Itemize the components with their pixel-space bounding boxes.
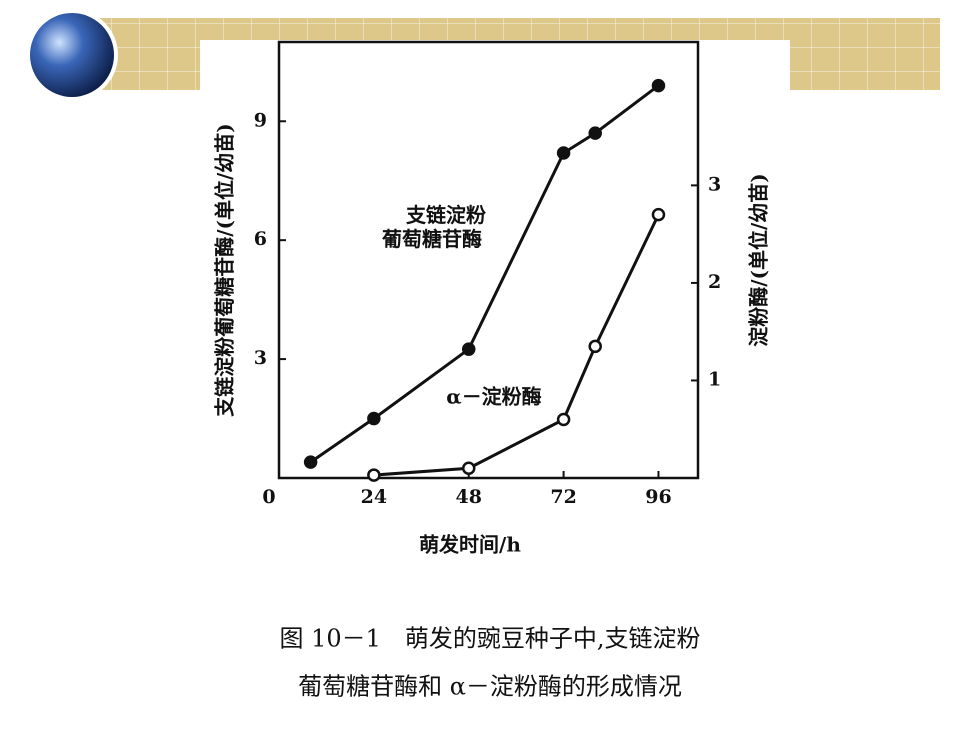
data-point <box>303 455 318 469</box>
x-tick-label: 72 <box>550 486 576 508</box>
data-point <box>367 411 381 426</box>
series-label: α－淀粉酶 <box>446 385 541 409</box>
caption-line: 葡萄糖苷酶和 α－淀粉酶的形成情况 <box>298 673 682 701</box>
data-point <box>651 78 666 93</box>
data-point <box>556 412 571 427</box>
x-tick-label: 48 <box>456 486 482 508</box>
y2-tick-label: 2 <box>708 271 721 293</box>
globe <box>30 13 114 97</box>
data-point <box>588 339 602 354</box>
chart-bg <box>200 40 790 560</box>
y2-axis-label: 淀粉酶/(单位/幼苗) <box>747 173 771 347</box>
data-point <box>651 207 666 222</box>
data-point <box>367 468 381 482</box>
x-tick-label: 96 <box>645 486 671 508</box>
data-point <box>588 126 602 140</box>
x-tick-label: 24 <box>361 486 387 508</box>
y2-tick-label: 3 <box>708 173 721 195</box>
data-point <box>556 146 571 160</box>
y-axis-label: 支链淀粉葡萄糖苷酶/(单位/幼苗) <box>213 123 237 417</box>
y2-tick-label: 1 <box>708 368 721 390</box>
y-tick-label: 9 <box>254 109 267 131</box>
x-tick-label: 0 <box>262 486 275 508</box>
x-axis-label: 萌发时间/h <box>419 533 521 557</box>
plot-frame <box>277 40 700 480</box>
y-tick-label: 3 <box>254 347 267 369</box>
caption-line: 图 10－1 萌发的豌豆种子中,支链淀粉 <box>279 625 700 653</box>
series-label: 支链淀粉葡萄糖苷酶 <box>381 203 486 251</box>
data-point <box>461 461 476 475</box>
series-line <box>309 84 660 464</box>
y-tick-label: 6 <box>254 228 267 250</box>
data-point <box>461 342 476 356</box>
